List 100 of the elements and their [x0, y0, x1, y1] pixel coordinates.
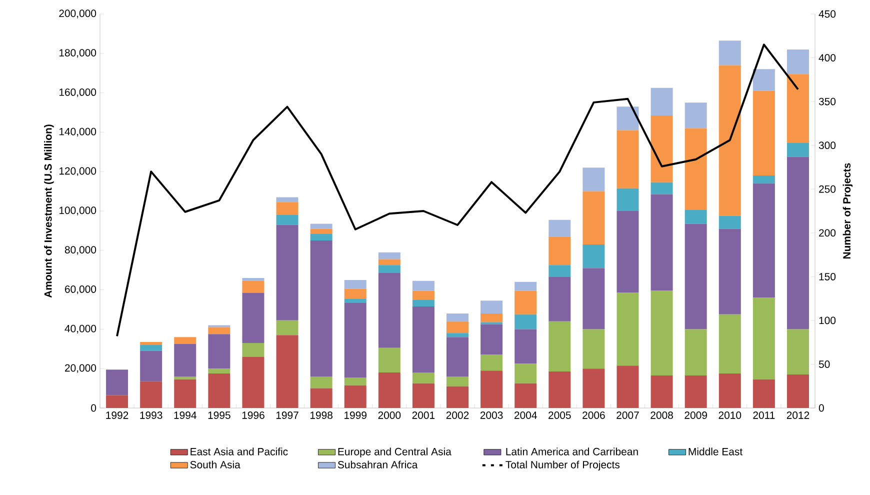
y-tick-label: 40,000 [64, 324, 96, 334]
x-tick-label: 2012 [786, 412, 810, 419]
x-tick-label: 2009 [684, 412, 707, 419]
bar [684, 128, 707, 210]
x-tick-label: 2005 [548, 412, 571, 419]
bar [276, 335, 298, 408]
bar [344, 280, 366, 289]
bar [752, 379, 775, 408]
bar [378, 348, 400, 373]
bar [650, 88, 673, 116]
bar [276, 224, 298, 320]
y-tick-label: 20,000 [65, 364, 96, 373]
y2-tick-label: 450 [818, 10, 836, 18]
bar [514, 329, 537, 364]
bar [140, 350, 162, 382]
bar [514, 383, 537, 408]
bar [276, 202, 298, 215]
bar [378, 252, 400, 260]
bar [174, 344, 196, 376]
bar [752, 69, 775, 91]
y2-tick-label: 400 [818, 54, 836, 62]
bar [208, 368, 230, 374]
bar [582, 329, 605, 369]
bar [344, 302, 366, 378]
bar [378, 265, 400, 274]
bar [412, 300, 434, 307]
bar [344, 298, 366, 303]
bar [174, 379, 196, 408]
bar [684, 329, 707, 376]
bar [786, 156, 809, 330]
legend-label: East Asia and Pacific [190, 448, 288, 456]
bar [140, 344, 162, 351]
bar [616, 292, 639, 366]
bar [310, 376, 332, 388]
y2-tick-label: 0 [818, 404, 824, 412]
bar [378, 372, 400, 408]
bar [480, 370, 503, 408]
y2-tick-label: 150 [819, 272, 836, 280]
bar [514, 282, 537, 291]
y-tick-label: 80,000 [64, 246, 96, 255]
y-axis-title: Amount of Investment (U.S Million) [44, 124, 54, 298]
legend-label: Middle East [688, 448, 743, 456]
bar [684, 375, 707, 408]
y-tick-label: 120,000 [59, 167, 96, 176]
bar [446, 313, 469, 322]
bar [616, 366, 639, 408]
bar [752, 298, 775, 380]
bar [718, 374, 741, 408]
bar [412, 280, 434, 291]
bar [616, 210, 639, 293]
bar [514, 364, 537, 384]
x-tick-label: 2000 [378, 412, 401, 419]
bar [582, 191, 605, 244]
y2-tick-label: 350 [818, 98, 836, 106]
bar [616, 106, 639, 130]
bar [786, 74, 809, 144]
bar [582, 168, 605, 192]
bar [140, 381, 162, 408]
bar [752, 183, 775, 298]
bar [650, 115, 673, 182]
x-tick-label: 1994 [174, 412, 196, 419]
bar [242, 356, 264, 408]
bar [718, 228, 741, 314]
bar [242, 278, 264, 281]
bar [310, 228, 332, 234]
bar [208, 327, 230, 334]
x-tick-label: 2003 [480, 412, 503, 419]
bar [650, 194, 673, 291]
bar [446, 386, 469, 408]
x-tick-label: 2008 [650, 412, 673, 419]
legend-label: Europe and Central Asia [338, 448, 452, 458]
y-tick-label: 140,000 [59, 128, 96, 137]
bar [208, 334, 230, 369]
x-tick-label: 1999 [344, 412, 366, 419]
bar [446, 376, 469, 386]
x-tick-label: 1996 [242, 412, 264, 419]
bar [412, 306, 434, 373]
y2-tick-label: 200 [819, 229, 836, 237]
y-tick-label: 60,000 [65, 285, 96, 294]
x-tick-label: 2011 [753, 412, 775, 419]
bar [412, 290, 434, 300]
bar [548, 372, 571, 408]
x-tick-label: 1992 [106, 412, 128, 419]
bar [684, 224, 707, 330]
bar [378, 273, 400, 348]
y-tick-label: 100,000 [59, 206, 96, 216]
y2-tick-label: 300 [818, 142, 836, 150]
legend-label: Subsahran Africa [338, 460, 418, 468]
bar [242, 280, 264, 293]
bar [106, 370, 128, 396]
bar [752, 176, 775, 184]
x-tick-label: 2001 [412, 412, 435, 419]
bar [548, 265, 571, 277]
bar [344, 385, 366, 408]
x-tick-label: 1995 [208, 412, 230, 419]
bar [786, 374, 809, 408]
bar [208, 374, 230, 408]
bar [310, 240, 332, 376]
bar [650, 375, 673, 408]
bar [446, 321, 469, 334]
